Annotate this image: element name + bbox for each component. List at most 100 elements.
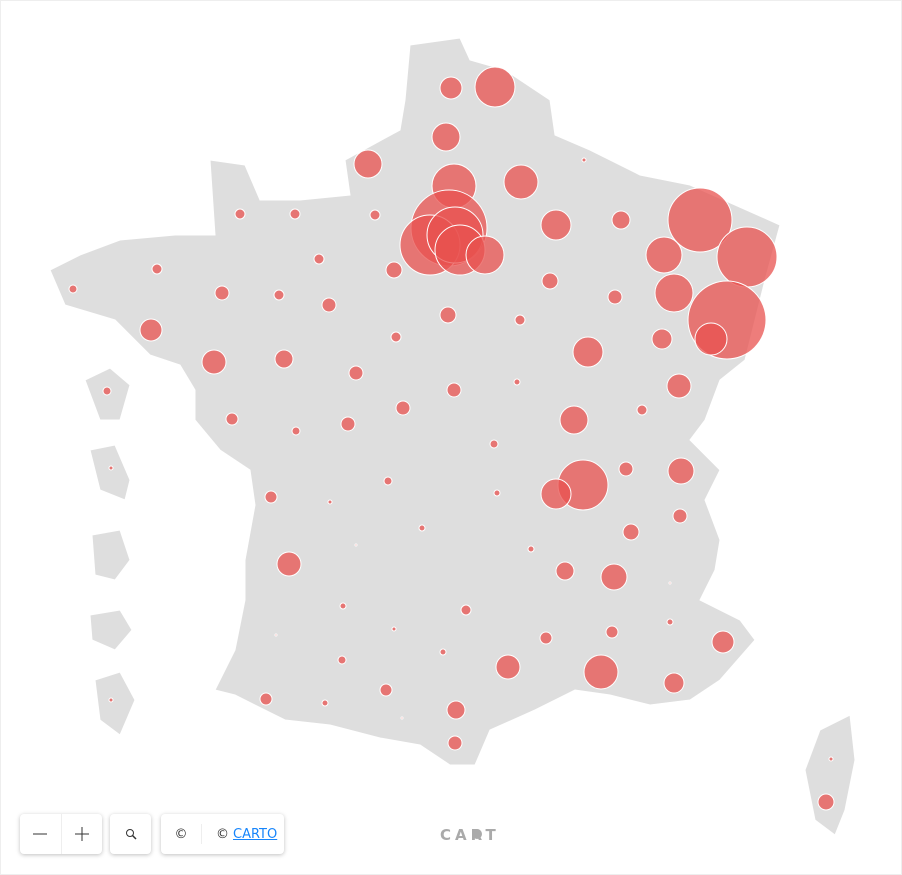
bubble[interactable] [446, 700, 466, 720]
zoom-control [20, 814, 102, 854]
bubble[interactable] [289, 208, 301, 220]
bubble[interactable] [667, 457, 695, 485]
bubble[interactable] [447, 735, 463, 751]
bubble[interactable] [234, 208, 246, 220]
bubble[interactable] [465, 235, 505, 275]
icon [125, 829, 137, 840]
bubble[interactable] [513, 378, 521, 386]
bubble[interactable] [583, 654, 619, 690]
bubble[interactable] [694, 322, 728, 356]
bubble[interactable] [493, 489, 501, 497]
zoom-out[interactable] [20, 814, 62, 854]
bubble[interactable] [559, 405, 589, 435]
bubble[interactable] [611, 210, 631, 230]
bubble[interactable] [339, 602, 347, 610]
bubble[interactable] [514, 314, 526, 326]
bubble[interactable] [369, 209, 381, 221]
bubble[interactable] [540, 478, 572, 510]
bubble[interactable] [439, 648, 447, 656]
bubble[interactable] [327, 499, 333, 505]
bubble[interactable] [439, 306, 457, 324]
bubble[interactable] [348, 365, 364, 381]
bubble[interactable] [264, 490, 278, 504]
bubble[interactable] [663, 672, 685, 694]
bubble[interactable] [201, 349, 227, 375]
bubble[interactable] [716, 226, 778, 288]
bubble[interactable] [151, 263, 163, 275]
bubble[interactable] [395, 400, 411, 416]
bubble[interactable] [651, 328, 673, 350]
icon [33, 833, 48, 835]
bubble[interactable] [214, 285, 230, 301]
bubble[interactable] [618, 461, 634, 477]
bubble[interactable] [460, 604, 472, 616]
bubble[interactable] [607, 289, 623, 305]
zoom-in[interactable] [62, 814, 103, 854]
bubble[interactable] [474, 66, 516, 108]
bubble[interactable] [259, 692, 273, 706]
bubble[interactable] [541, 272, 559, 290]
bubble[interactable] [540, 209, 572, 241]
bubble[interactable] [391, 626, 397, 632]
bubble[interactable] [495, 654, 521, 680]
bubble[interactable] [321, 699, 329, 707]
bubble[interactable] [668, 581, 672, 585]
bubble[interactable] [291, 426, 301, 436]
bubble[interactable] [276, 551, 302, 577]
bubble[interactable] [581, 157, 587, 163]
bubble[interactable] [353, 149, 383, 179]
bubble[interactable] [636, 404, 648, 416]
island [94, 671, 136, 736]
bubble[interactable] [527, 545, 535, 553]
bubble[interactable] [622, 523, 640, 541]
bubble[interactable] [555, 561, 575, 581]
search[interactable] [110, 814, 151, 854]
bubble[interactable] [666, 618, 674, 626]
bubble[interactable] [383, 476, 393, 486]
bubble[interactable] [711, 630, 735, 654]
bubble[interactable] [102, 386, 112, 396]
bubble[interactable] [489, 439, 499, 449]
bubble[interactable] [605, 625, 619, 639]
island [89, 609, 133, 651]
bubble[interactable] [667, 187, 733, 253]
bubble[interactable] [431, 122, 461, 152]
bubble[interactable] [390, 331, 402, 343]
bubble[interactable] [313, 253, 325, 265]
bubble[interactable] [828, 756, 834, 762]
bubble[interactable] [139, 318, 163, 342]
bubble[interactable] [108, 697, 114, 703]
land [49, 37, 856, 836]
bubble[interactable] [539, 631, 553, 645]
bubble[interactable] [572, 336, 604, 368]
bubble[interactable] [273, 289, 285, 301]
bubble[interactable] [379, 683, 393, 697]
bubble[interactable] [274, 633, 278, 637]
bubble[interactable] [600, 563, 628, 591]
bubble[interactable] [274, 349, 294, 369]
carto-link[interactable]: CARTO [233, 826, 278, 842]
bubble[interactable] [337, 655, 347, 665]
bubble[interactable] [666, 373, 692, 399]
bubble[interactable] [672, 508, 688, 524]
bubble[interactable] [385, 261, 403, 279]
bubble[interactable] [645, 236, 683, 274]
bubble[interactable] [439, 76, 463, 100]
bubble[interactable] [503, 164, 539, 200]
bubble[interactable] [321, 297, 337, 313]
bubble[interactable] [817, 793, 835, 811]
island [89, 444, 131, 501]
bubble[interactable] [446, 382, 462, 398]
bubble[interactable] [225, 412, 239, 426]
attribution-icon[interactable]: © [161, 824, 202, 844]
bubble[interactable] [400, 716, 404, 720]
bubble[interactable] [108, 465, 114, 471]
island [91, 529, 131, 581]
bubble[interactable] [340, 416, 356, 432]
bubble[interactable] [654, 273, 694, 313]
bubble[interactable] [418, 524, 426, 532]
corsica [804, 714, 856, 836]
bubble[interactable] [354, 543, 358, 547]
bubble[interactable] [68, 284, 78, 294]
